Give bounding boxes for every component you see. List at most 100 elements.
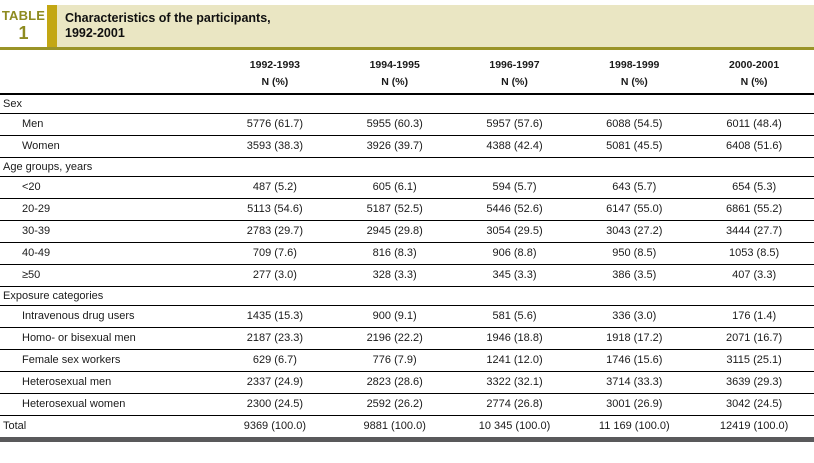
table-title-line1: Characteristics of the participants, <box>65 11 271 25</box>
cell-value: 6408 (51.6) <box>694 135 814 158</box>
column-header-year-row: 1992-1993 1994-1995 1996-1997 1998-1999 2000… <box>0 50 814 74</box>
cell-value: 5446 (52.6) <box>454 198 575 221</box>
cell-value: 709 (7.6) <box>215 242 335 265</box>
cell-value: 277 (3.0) <box>215 264 335 287</box>
cell-value: 1053 (8.5) <box>694 242 814 265</box>
cell-value: 487 (5.2) <box>215 176 335 199</box>
column-header-year: 1992-1993 <box>249 59 300 71</box>
cell-value: 3001 (26.9) <box>574 393 695 416</box>
table-badge-number: 1 <box>18 23 29 43</box>
column-header-sub-row: N (%) N (%) N (%) N (%) N (%) <box>0 74 814 95</box>
cell-value: 605 (6.1) <box>334 176 455 199</box>
cell-value: 2774 (26.8) <box>454 393 575 416</box>
cell-value: 3042 (24.5) <box>694 393 814 416</box>
table-title: Characteristics of the participants, 199… <box>65 11 814 41</box>
cell-value: 1946 (18.8) <box>454 327 575 350</box>
cell-value: 3926 (39.7) <box>334 135 455 158</box>
column-header-sub: N (%) <box>694 74 814 95</box>
column-header-spacer <box>0 50 215 74</box>
cell-value: 6011 (48.4) <box>694 113 814 136</box>
row-label: 20-29 <box>0 198 215 221</box>
section-header-row: Age groups, years <box>0 157 814 177</box>
cell-value: 900 (9.1) <box>334 305 455 328</box>
section-header-row: Exposure categories <box>0 286 814 306</box>
row-label: Intravenous drug users <box>0 305 215 328</box>
section-header-label: Sex <box>0 94 814 114</box>
row-label: 30-39 <box>0 220 215 243</box>
cell-value: 386 (3.5) <box>574 264 695 287</box>
cell-value: 5081 (45.5) <box>574 135 695 158</box>
table-title-line2: 1992-2001 <box>65 26 125 40</box>
cell-value: 5776 (61.7) <box>215 113 335 136</box>
cell-value: 176 (1.4) <box>694 305 814 328</box>
cell-value: 6861 (55.2) <box>694 198 814 221</box>
cell-value: 2196 (22.2) <box>334 327 455 350</box>
cell-value: 1918 (17.2) <box>574 327 695 350</box>
table-row: Heterosexual men 2337 (24.9) 2823 (28.6) 33… <box>0 371 814 394</box>
cell-value: 2337 (24.9) <box>215 371 335 394</box>
column-header-sub: N (%) <box>215 74 335 95</box>
cell-value: 2783 (29.7) <box>215 220 335 243</box>
cell-value: 4388 (42.4) <box>454 135 575 158</box>
total-value: 9881 (100.0) <box>363 420 426 433</box>
cell-value: 345 (3.3) <box>454 264 575 287</box>
table-row: Heterosexual women 2300 (24.5) 2592 (26.2)… <box>0 393 814 416</box>
table-bottom-bar <box>0 437 814 442</box>
title-band: Characteristics of the participants, 199… <box>57 5 814 47</box>
cell-value: 654 (5.3) <box>694 176 814 199</box>
cell-value: 5957 (57.6) <box>454 113 575 136</box>
column-header-year: 1994-1995 <box>369 59 420 71</box>
table-badge-word: TABLE <box>1 8 46 23</box>
cell-value: 6147 (55.0) <box>574 198 695 221</box>
total-row: Total 9369 (100.0) 9881 (100.0) 10 345 (100… <box>0 415 814 437</box>
cell-value: 6088 (54.5) <box>574 113 695 136</box>
cell-value: 3054 (29.5) <box>454 220 575 243</box>
section-header-label: Age groups, years <box>0 157 814 177</box>
cell-value: 906 (8.8) <box>454 242 575 265</box>
table-row: ≥50 277 (3.0) 328 (3.3) 345 (3.3) 386 (3.5) 4… <box>0 264 814 287</box>
cell-value: 407 (3.3) <box>694 264 814 287</box>
row-label: ≥50 <box>0 264 215 287</box>
table-header: TABLE 1 Characteristics of the participa… <box>0 5 814 47</box>
cell-value: 776 (7.9) <box>334 349 455 372</box>
row-label: Heterosexual men <box>0 371 215 394</box>
cell-value: 1241 (12.0) <box>454 349 575 372</box>
total-label: Total <box>3 420 27 433</box>
table-row: Men 5776 (61.7) 5955 (60.3) 5957 (57.6) 6088… <box>0 113 814 136</box>
column-header-sub: N (%) <box>454 74 575 95</box>
row-label: Female sex workers <box>0 349 215 372</box>
column-header-sub: N (%) <box>334 74 455 95</box>
cell-value: 3444 (27.7) <box>694 220 814 243</box>
table-row: Homo- or bisexual men 2187 (23.3) 2196 (22… <box>0 327 814 350</box>
cell-value: 950 (8.5) <box>574 242 695 265</box>
cell-value: 581 (5.6) <box>454 305 575 328</box>
cell-value: 2592 (26.2) <box>334 393 455 416</box>
header-rule <box>0 47 814 50</box>
total-value: 10 345 (100.0) <box>478 420 551 433</box>
column-header-sub: N (%) <box>574 74 695 95</box>
cell-value: 3043 (27.2) <box>574 220 695 243</box>
row-label: Homo- or bisexual men <box>0 327 215 350</box>
column-header-year: 2000-2001 <box>728 59 780 71</box>
total-value: 12419 (100.0) <box>719 420 789 433</box>
cell-value: 594 (5.7) <box>454 176 575 199</box>
cell-value: 2071 (16.7) <box>694 327 814 350</box>
cell-value: 816 (8.3) <box>334 242 455 265</box>
cell-value: 3714 (33.3) <box>574 371 695 394</box>
cell-value: 5187 (52.5) <box>334 198 455 221</box>
cell-value: 643 (5.7) <box>574 176 695 199</box>
table-row: Intravenous drug users 1435 (15.3) 900 (9.… <box>0 305 814 328</box>
cell-value: 1435 (15.3) <box>215 305 335 328</box>
total-value: 11 169 (100.0) <box>598 420 670 433</box>
cell-value: 2823 (28.6) <box>334 371 455 394</box>
total-value: 9369 (100.0) <box>243 420 307 433</box>
table-row: 30-39 2783 (29.7) 2945 (29.8) 3054 (29.5) 30… <box>0 220 814 243</box>
participants-table: 1992-1993 1994-1995 1996-1997 1998-1999 2000… <box>0 50 814 437</box>
cell-value: 2187 (23.3) <box>215 327 335 350</box>
column-header-year: 1998-1999 <box>609 59 660 71</box>
cell-value: 5113 (54.6) <box>215 198 335 221</box>
cell-value: 1746 (15.6) <box>574 349 695 372</box>
section-header-row: Sex <box>0 94 814 114</box>
row-label: Heterosexual women <box>0 393 215 416</box>
